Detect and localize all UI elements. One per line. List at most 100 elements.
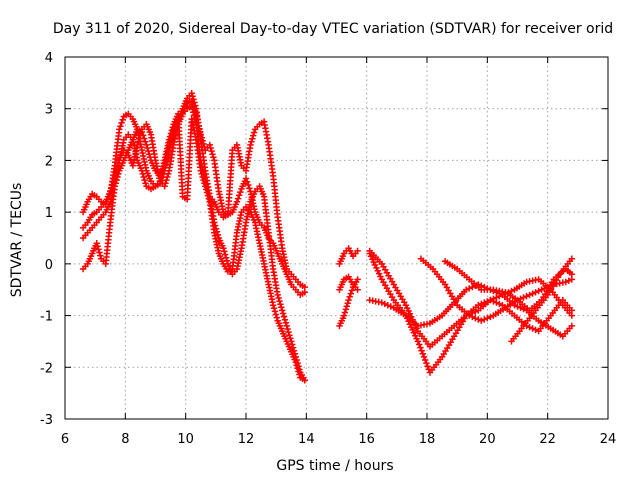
data-point (409, 326, 416, 334)
x-tick-label: 8 (121, 432, 129, 447)
data-point (523, 293, 530, 300)
data-point (417, 344, 424, 351)
data-point (293, 362, 300, 369)
data-point (296, 371, 303, 378)
data-point (165, 136, 173, 143)
data-point (118, 119, 125, 127)
y-tick-label: -3 (40, 413, 53, 428)
data-point (478, 300, 485, 308)
data-point (301, 377, 308, 384)
x-tick-label: 16 (358, 432, 375, 447)
data-point (199, 173, 206, 181)
data-point (191, 99, 198, 106)
data-point (167, 130, 175, 137)
data-point (295, 368, 302, 375)
data-point (406, 321, 414, 328)
tick-marks (64, 56, 609, 420)
y-tick-label: 0 (45, 258, 53, 273)
data-point (508, 287, 515, 295)
data-point (203, 186, 210, 193)
data-point (277, 301, 284, 308)
data-point (272, 311, 280, 318)
data-point (420, 353, 428, 361)
data-point (526, 291, 533, 299)
y-tick-label: 4 (45, 51, 53, 66)
data-point (145, 147, 152, 155)
data-point (279, 307, 286, 314)
data-point (285, 328, 292, 336)
data-point (275, 294, 282, 302)
data-point (568, 255, 575, 262)
data-point (161, 183, 168, 190)
data-point (469, 313, 476, 321)
data-point (487, 313, 494, 321)
data-point (146, 154, 154, 161)
data-point (412, 332, 419, 339)
data-point (496, 300, 503, 308)
data-point (493, 299, 500, 306)
data-point (340, 312, 348, 319)
data-point (532, 289, 539, 296)
data-point (278, 304, 285, 311)
data-point (484, 298, 491, 305)
data-point (276, 297, 283, 305)
data-point (236, 192, 243, 199)
data-point (134, 141, 141, 149)
data-point (348, 287, 356, 294)
data-point (475, 302, 482, 309)
data-point (210, 154, 217, 161)
data-point (140, 173, 147, 181)
data-point (481, 299, 488, 306)
data-point (119, 116, 126, 123)
data-point (243, 178, 251, 185)
data-point (301, 283, 308, 291)
data-point (381, 300, 388, 308)
series-track-m (508, 255, 575, 345)
plot-frame (64, 56, 609, 420)
chart-title: Day 311 of 2020, Sidereal Day-to-day VTE… (53, 21, 613, 37)
data-point (469, 283, 476, 291)
data-point (201, 180, 208, 187)
data-point (169, 124, 176, 131)
y-tick-label: 1 (45, 206, 53, 221)
data-point (242, 175, 250, 182)
data-point (233, 198, 241, 205)
data-point (487, 296, 494, 304)
series-track-j (366, 296, 575, 376)
data-point (568, 307, 575, 314)
data-point (282, 319, 289, 326)
y-tick-label: 2 (45, 154, 53, 169)
data-point (269, 302, 277, 309)
data-point (198, 170, 205, 178)
data-point (164, 173, 171, 181)
data-point (279, 310, 287, 317)
data-point (517, 304, 524, 311)
data-point (207, 144, 214, 152)
y-axis-title: SDTVAR / TECUs (9, 183, 25, 298)
data-point (414, 338, 422, 345)
data-point (354, 247, 361, 255)
x-tick-label: 18 (419, 432, 436, 447)
data-point (138, 167, 146, 174)
data-point (200, 176, 207, 184)
data-point (273, 314, 280, 321)
data-point (270, 305, 278, 312)
data-point (168, 127, 175, 134)
x-tick-label: 6 (61, 432, 69, 447)
data-point (189, 93, 196, 100)
data-point (418, 347, 425, 354)
data-point (245, 181, 252, 189)
data-point (565, 277, 572, 284)
x-tick-label: 24 (600, 432, 617, 447)
y-tick-label: -1 (40, 310, 53, 325)
data-point (346, 293, 353, 300)
data-point (280, 313, 288, 320)
data-point (237, 188, 244, 196)
data-point (209, 151, 216, 158)
data-point (484, 315, 491, 322)
data-point (190, 96, 197, 103)
data-point (345, 296, 352, 304)
series-track-g (336, 273, 361, 293)
data-point (96, 249, 103, 256)
